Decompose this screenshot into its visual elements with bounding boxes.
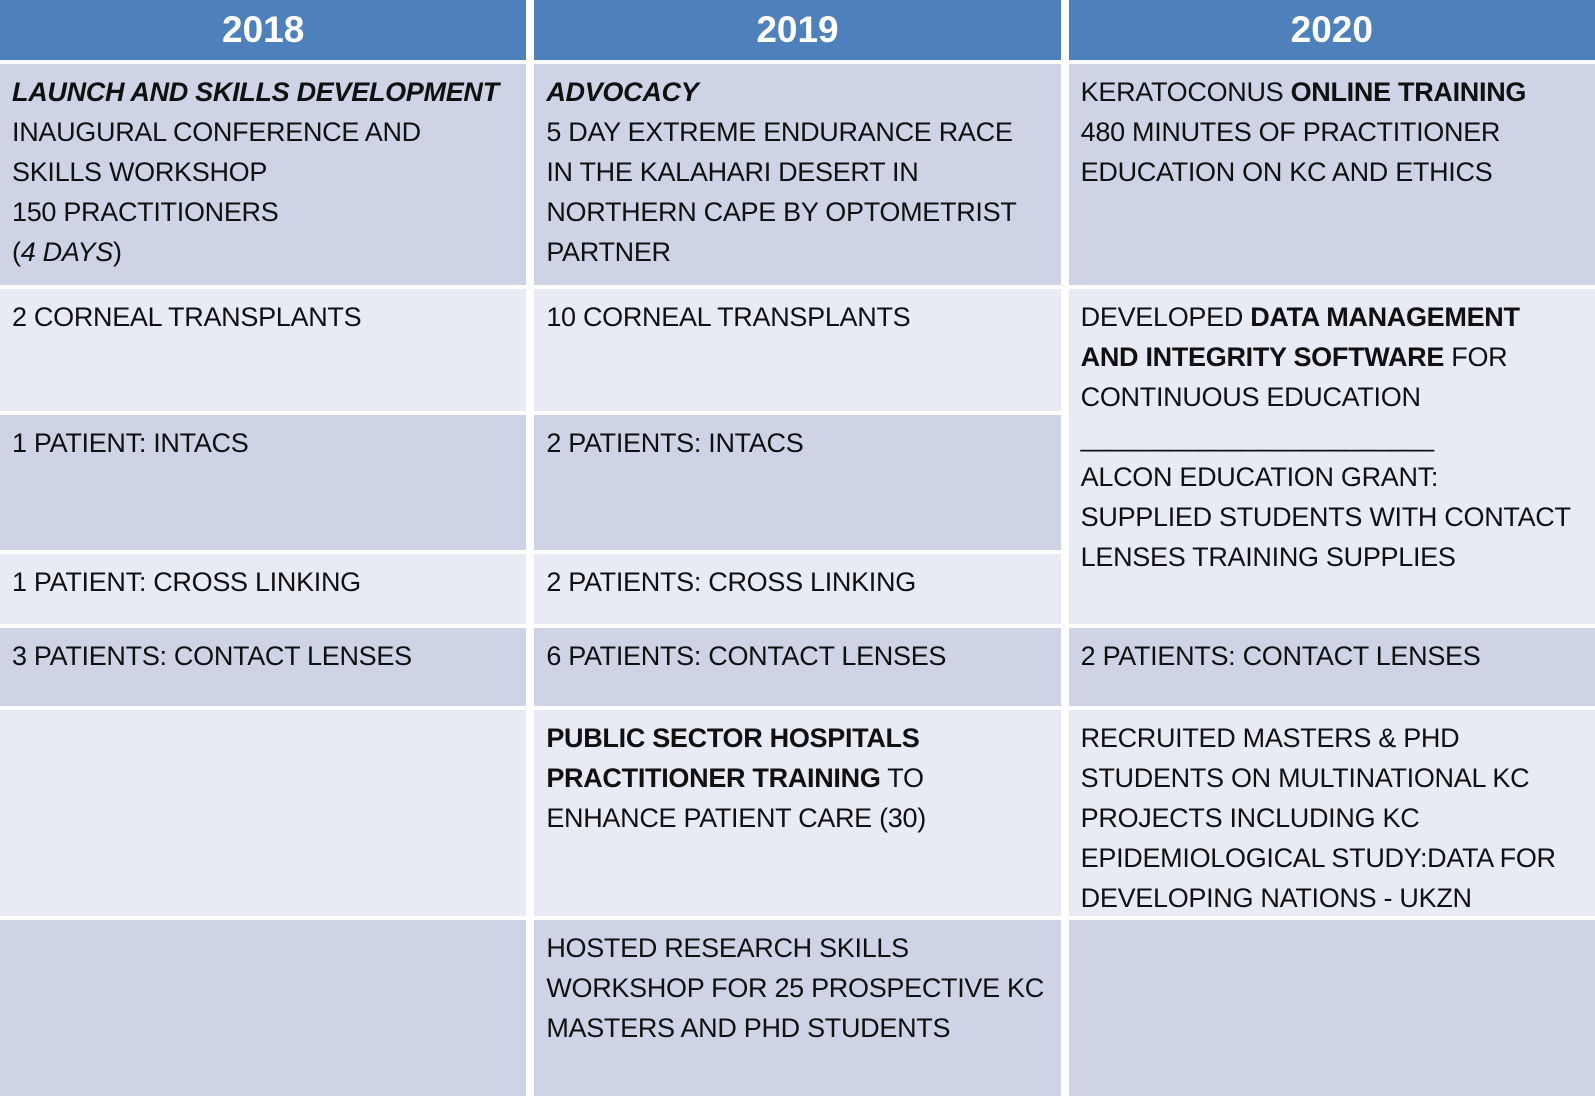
cell-2018-intacs: 1 PATIENT: INTACS xyxy=(0,415,527,550)
cell-2019-public-sector-training: PUBLIC SECTOR HOSPITALS PRACTITIONER TRA… xyxy=(534,710,1061,916)
cell-2019-intacs: 2 PATIENTS: INTACS xyxy=(534,415,1061,550)
cell-2020-online-training: KERATOCONUS ONLINE TRAINING 480 MINUTES … xyxy=(1068,64,1595,285)
cell-2019-corneal-transplants: 10 CORNEAL TRANSPLANTS xyxy=(534,289,1061,411)
cell-2019-research-workshop: HOSTED RESEARCH SKILLS WORKSHOP FOR 25 P… xyxy=(534,920,1061,1096)
cell-2020-software-and-alcon-grant: DEVELOPED DATA MANAGEMENT AND INTEGRITY … xyxy=(1068,289,1595,624)
cell-2019-cross-linking: 2 PATIENTS: CROSS LINKING xyxy=(534,554,1061,624)
header-cell-2019: 2019 xyxy=(534,0,1061,60)
cell-2018-empty-row6 xyxy=(0,710,527,916)
cell-2020-recruited-students: RECRUITED MASTERS & PHD STUDENTS ON MULT… xyxy=(1068,710,1595,916)
header-cell-2020: 2020 xyxy=(1068,0,1595,60)
cell-2019-advocacy: ADVOCACY 5 DAY EXTREME ENDURANCE RACE IN… xyxy=(534,64,1061,285)
cell-2018-empty-row7 xyxy=(0,920,527,1096)
cell-2018-cross-linking: 1 PATIENT: CROSS LINKING xyxy=(0,554,527,624)
cell-2019-contact-lenses: 6 PATIENTS: CONTACT LENSES xyxy=(534,628,1061,706)
header-cell-2018: 2018 xyxy=(0,0,527,60)
cell-2018-launch-skills-development: LAUNCH AND SKILLS DEVELOPMENT INAUGURAL … xyxy=(0,64,527,285)
cell-2018-corneal-transplants: 2 CORNEAL TRANSPLANTS xyxy=(0,289,527,411)
cell-2020-empty-row7 xyxy=(1068,920,1595,1096)
cell-2020-contact-lenses: 2 PATIENTS: CONTACT LENSES xyxy=(1068,628,1595,706)
cell-2018-contact-lenses: 3 PATIENTS: CONTACT LENSES xyxy=(0,628,527,706)
